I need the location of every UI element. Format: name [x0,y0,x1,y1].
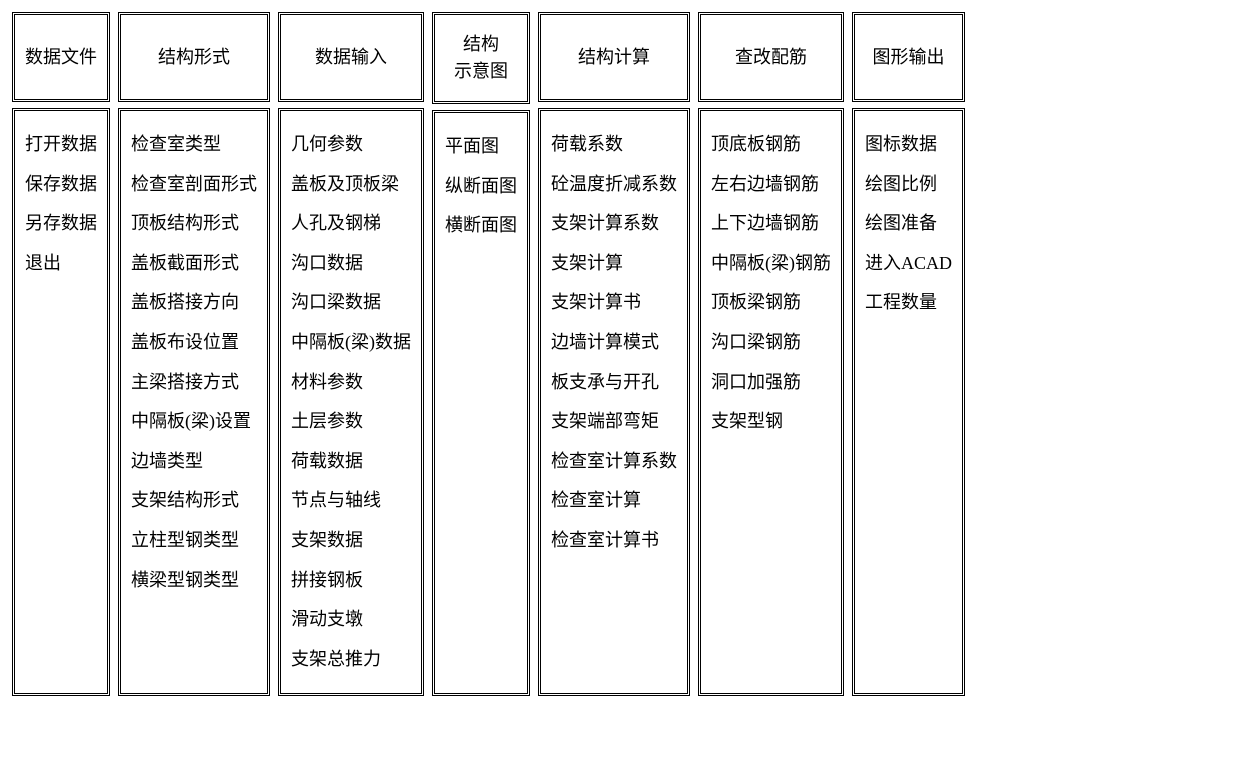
menu-item[interactable]: 支架数据 [291,521,411,561]
menu-table: 数据文件 打开数据 保存数据 另存数据 退出 结构形式 检查室类型 检查室剖面形… [12,12,1228,696]
menu-item[interactable]: 荷载数据 [291,442,411,482]
menu-item[interactable]: 支架计算 [551,244,677,284]
menu-item[interactable]: 检查室剖面形式 [131,165,257,205]
menu-item[interactable]: 土层参数 [291,402,411,442]
menu-item[interactable]: 边墙类型 [131,442,257,482]
menu-item[interactable]: 中隔板(梁)钢筋 [711,244,831,284]
menu-column-structure-form: 结构形式 检查室类型 检查室剖面形式 顶板结构形式 盖板截面形式 盖板搭接方向 … [118,12,270,696]
menu-item[interactable]: 打开数据 [25,125,97,165]
menu-column-structure-diagram: 结构 示意图 平面图 纵断面图 横断面图 [432,12,530,696]
menu-item[interactable]: 横断面图 [445,206,517,246]
menu-item[interactable]: 盖板布设位置 [131,323,257,363]
menu-item[interactable]: 立柱型钢类型 [131,521,257,561]
menu-item[interactable]: 中隔板(梁)设置 [131,402,257,442]
menu-item[interactable]: 支架端部弯矩 [551,402,677,442]
menu-item[interactable]: 检查室类型 [131,125,257,165]
menu-body: 荷载系数 砼温度折减系数 支架计算系数 支架计算 支架计算书 边墙计算模式 板支… [538,108,690,696]
menu-item[interactable]: 左右边墙钢筋 [711,165,831,205]
menu-column-graphic-output: 图形输出 图标数据 绘图比例 绘图准备 进入ACAD 工程数量 [852,12,965,696]
menu-item[interactable]: 主梁搭接方式 [131,363,257,403]
menu-item[interactable]: 沟口梁钢筋 [711,323,831,363]
menu-item[interactable]: 保存数据 [25,165,97,205]
menu-header: 结构 示意图 [432,12,530,104]
menu-item[interactable]: 顶板结构形式 [131,204,257,244]
menu-item[interactable]: 横梁型钢类型 [131,561,257,601]
menu-header: 数据文件 [12,12,110,102]
menu-body: 打开数据 保存数据 另存数据 退出 [12,108,110,696]
menu-item[interactable]: 人孔及钢梯 [291,204,411,244]
menu-body: 检查室类型 检查室剖面形式 顶板结构形式 盖板截面形式 盖板搭接方向 盖板布设位… [118,108,270,696]
menu-item[interactable]: 支架计算书 [551,283,677,323]
menu-item[interactable]: 支架结构形式 [131,481,257,521]
menu-body: 平面图 纵断面图 横断面图 [432,110,530,696]
menu-item[interactable]: 中隔板(梁)数据 [291,323,411,363]
menu-header: 查改配筋 [698,12,844,102]
menu-item[interactable]: 拼接钢板 [291,561,411,601]
menu-item[interactable]: 支架计算系数 [551,204,677,244]
menu-item[interactable]: 板支承与开孔 [551,363,677,403]
menu-item[interactable]: 节点与轴线 [291,481,411,521]
menu-item[interactable]: 上下边墙钢筋 [711,204,831,244]
menu-item[interactable]: 工程数量 [865,283,952,323]
menu-item[interactable]: 盖板搭接方向 [131,283,257,323]
menu-item[interactable]: 边墙计算模式 [551,323,677,363]
menu-item[interactable]: 盖板截面形式 [131,244,257,284]
menu-item[interactable]: 滑动支墩 [291,600,411,640]
menu-item[interactable]: 洞口加强筋 [711,363,831,403]
menu-item[interactable]: 退出 [25,244,97,284]
menu-item[interactable]: 绘图比例 [865,165,952,205]
menu-item[interactable]: 材料参数 [291,363,411,403]
menu-header: 图形输出 [852,12,965,102]
menu-item[interactable]: 沟口梁数据 [291,283,411,323]
menu-column-check-modify-rebar: 查改配筋 顶底板钢筋 左右边墙钢筋 上下边墙钢筋 中隔板(梁)钢筋 顶板梁钢筋 … [698,12,844,696]
menu-item[interactable]: 几何参数 [291,125,411,165]
menu-item[interactable]: 检查室计算系数 [551,442,677,482]
menu-header: 数据输入 [278,12,424,102]
menu-item[interactable]: 支架型钢 [711,402,831,442]
menu-item[interactable]: 绘图准备 [865,204,952,244]
menu-body: 图标数据 绘图比例 绘图准备 进入ACAD 工程数量 [852,108,965,696]
menu-column-data-file: 数据文件 打开数据 保存数据 另存数据 退出 [12,12,110,696]
menu-body: 顶底板钢筋 左右边墙钢筋 上下边墙钢筋 中隔板(梁)钢筋 顶板梁钢筋 沟口梁钢筋… [698,108,844,696]
menu-item[interactable]: 检查室计算书 [551,521,677,561]
menu-item[interactable]: 支架总推力 [291,640,411,680]
menu-column-structure-calculation: 结构计算 荷载系数 砼温度折减系数 支架计算系数 支架计算 支架计算书 边墙计算… [538,12,690,696]
menu-item[interactable]: 砼温度折减系数 [551,165,677,205]
menu-item[interactable]: 进入ACAD [865,244,952,284]
menu-item[interactable]: 盖板及顶板梁 [291,165,411,205]
menu-column-data-input: 数据输入 几何参数 盖板及顶板梁 人孔及钢梯 沟口数据 沟口梁数据 中隔板(梁)… [278,12,424,696]
menu-item[interactable]: 纵断面图 [445,167,517,207]
menu-item[interactable]: 顶板梁钢筋 [711,283,831,323]
menu-header: 结构计算 [538,12,690,102]
menu-item[interactable]: 平面图 [445,127,517,167]
menu-item[interactable]: 荷载系数 [551,125,677,165]
menu-item[interactable]: 另存数据 [25,204,97,244]
menu-item[interactable]: 图标数据 [865,125,952,165]
menu-item[interactable]: 沟口数据 [291,244,411,284]
menu-item[interactable]: 检查室计算 [551,481,677,521]
menu-item[interactable]: 顶底板钢筋 [711,125,831,165]
menu-header: 结构形式 [118,12,270,102]
menu-body: 几何参数 盖板及顶板梁 人孔及钢梯 沟口数据 沟口梁数据 中隔板(梁)数据 材料… [278,108,424,696]
